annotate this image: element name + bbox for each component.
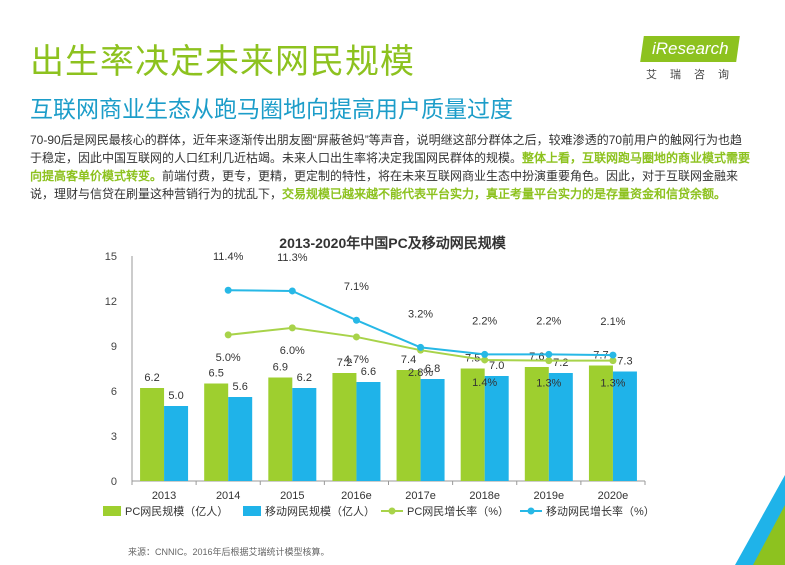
y-tick-label: 6 [111, 386, 117, 398]
mobile-growth-point [288, 287, 296, 295]
body-paragraph: 70-90后是网民最核心的群体，近年来逐渐传出朋友圈“屏蔽爸妈”等声音，说明继这… [30, 131, 752, 203]
pc-bar-label: 6.2 [144, 372, 159, 384]
mobile-bar-label: 7.2 [553, 357, 568, 369]
paragraph-highlight: 交易规模已越来越不能代表平台实力，真正考量平台实力的是存量资金和信贷余额。 [282, 187, 727, 201]
y-tick-label: 15 [105, 251, 117, 263]
x-tick-label: 2019e [534, 490, 565, 502]
mobile-bar-label: 5.0 [168, 390, 183, 402]
mobile-bar [292, 388, 317, 481]
legend-mobile-label: 移动网民规模（亿人） [265, 504, 375, 518]
pc-bar [460, 368, 485, 481]
paragraph-segment: 70-90后是网民最核心的群体，近年来逐渐传出朋友圈“屏蔽爸妈”等声音，说明继这… [30, 133, 743, 165]
chart-title: 2013-2020年中国PC及移动网民规模 [279, 235, 506, 251]
x-tick-label: 2013 [152, 490, 176, 502]
page-title: 出生率决定未来网民规模 [30, 42, 415, 82]
mobile-growth-label: 2.2% [536, 315, 561, 327]
mobile-bar [420, 379, 445, 481]
pc-bar [332, 373, 357, 481]
pc-growth-label: 6.0% [280, 345, 305, 357]
y-tick-label: 3 [111, 431, 117, 443]
pc-growth-label: 4.7% [344, 354, 369, 366]
pc-growth-point [224, 331, 232, 339]
mobile-growth-point [481, 350, 489, 358]
corner-decoration [735, 475, 785, 565]
pc-growth-point [288, 324, 296, 332]
pc-growth-point [609, 357, 617, 365]
mobile-growth-point [352, 316, 360, 324]
pc-bar-label: 6.5 [209, 368, 224, 380]
pc-bar [204, 383, 229, 481]
x-tick-label: 2017e [405, 490, 436, 502]
legend-pc-swatch [103, 506, 121, 516]
legend-mobile-growth-label: 移动网民增长率（%） [546, 504, 655, 518]
pc-bar [524, 367, 549, 481]
pc-growth-point [481, 356, 489, 364]
paragraph-segment: 前端付费，更专，更精，更定制的特性，将在未来互联网商业生态中扮演重要角色。因此，… [30, 169, 739, 201]
pc-growth-point [352, 333, 360, 341]
pc-growth-label: 5.0% [216, 352, 241, 364]
pc-bar [396, 370, 421, 481]
mobile-growth-label: 3.2% [408, 308, 433, 320]
mobile-growth-point [545, 350, 553, 358]
mobile-growth-label: 11.3% [277, 252, 308, 264]
pc-growth-point [545, 357, 553, 365]
mobile-bar [484, 376, 509, 481]
legend-mobile-growth-marker [527, 507, 535, 515]
x-tick-label: 2014 [216, 490, 240, 502]
x-tick-label: 2015 [280, 490, 304, 502]
mobile-growth-label: 7.1% [344, 281, 369, 293]
pc-bar-label: 6.9 [273, 362, 288, 374]
pc-bar-label: 7.2 [337, 357, 352, 369]
mobile-bar-label: 7.3 [617, 356, 632, 368]
y-tick-label: 0 [111, 476, 117, 488]
mobile-bar [356, 382, 381, 481]
y-tick-label: 12 [105, 296, 117, 308]
legend-mobile-swatch [243, 506, 261, 516]
pc-growth-label: 1.3% [600, 378, 625, 390]
mobile-bar [164, 406, 189, 481]
mobile-bar-label: 6.8 [425, 363, 440, 375]
legend-pc-growth-marker [388, 507, 396, 515]
page-subtitle: 互联网商业生态从跑马圈地向提高用户质量过度 [30, 97, 513, 123]
mobile-growth-point [609, 351, 617, 359]
y-tick-label: 9 [111, 341, 117, 353]
mobile-bar-label: 6.2 [297, 372, 312, 384]
mobile-growth-point [417, 343, 425, 351]
pc-growth-label: 1.4% [472, 377, 497, 389]
iresearch-logo: iResearch 艾瑞咨询 [636, 36, 740, 84]
logo-cn: 艾瑞咨询 [646, 69, 742, 81]
pc-growth-label: 1.3% [536, 378, 561, 390]
x-tick-label: 2020e [598, 490, 629, 502]
pc-bar-label: 7.4 [401, 354, 416, 366]
paragraph-highlight: 整体上看，互联网跑马圈地的商业模式需要向提高客单价模式转变。 [30, 151, 751, 183]
mobile-growth-label: 2.1% [600, 316, 625, 328]
legend-pc-growth-label: PC网民增长率（%） [407, 504, 509, 518]
pc-bar [588, 365, 613, 481]
x-tick-label: 2018e [469, 490, 500, 502]
mobile-growth-label: 2.2% [472, 315, 497, 327]
x-tick-label: 2016e [341, 490, 372, 502]
mobile-bar-label: 6.6 [361, 366, 376, 378]
mobile-bar-label: 5.6 [233, 381, 248, 393]
mobile-bar [612, 371, 637, 481]
mobile-growth-label: 11.4% [213, 251, 244, 263]
pc-bar [140, 388, 165, 481]
mobile-bar-label: 7.0 [489, 360, 504, 372]
pc-growth-label: 2.8% [408, 367, 433, 379]
source-note: 来源：CNNIC。2016年后根据艾瑞统计模型核算。 [128, 547, 330, 557]
pc-bar [268, 377, 293, 481]
mobile-bar [228, 397, 253, 481]
legend-pc-label: PC网民规模（亿人） [125, 504, 228, 518]
mobile-bar [548, 373, 573, 481]
mobile-growth-point [224, 286, 232, 294]
